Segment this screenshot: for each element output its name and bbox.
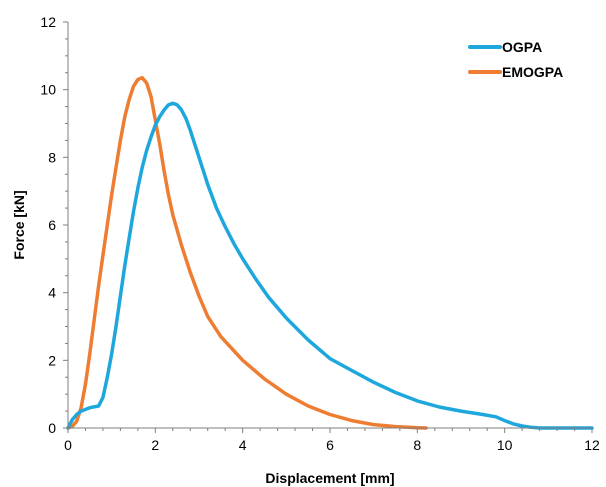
x-axis-title: Displacement [mm] [265, 470, 394, 486]
x-axis-ticks: 0 2 4 6 8 10 12 [64, 428, 600, 453]
x-tick-label: 10 [497, 437, 513, 453]
x-tick-label: 4 [239, 437, 247, 453]
y-tick-label: 2 [48, 352, 56, 368]
y-tick-label: 4 [48, 285, 56, 301]
y-axis-title: Force [kN] [11, 190, 27, 259]
y-tick-label: 10 [40, 82, 56, 98]
series-line-emogpa [66, 76, 428, 430]
legend-label-ogpa: OGPA [502, 39, 542, 55]
plot-area [66, 76, 594, 430]
y-tick-label: 8 [48, 149, 56, 165]
x-tick-label: 2 [151, 437, 159, 453]
x-tick-label: 6 [326, 437, 334, 453]
series-line-ogpa [66, 101, 594, 430]
x-tick-label: 0 [64, 437, 72, 453]
y-axis-ticks: 0 2 4 6 8 10 12 [40, 14, 68, 436]
x-tick-label: 12 [584, 437, 600, 453]
y-tick-label: 6 [48, 217, 56, 233]
legend-label-emogpa: EMOGPA [502, 64, 563, 80]
y-tick-label: 0 [48, 420, 56, 436]
legend: OGPA EMOGPA [468, 39, 563, 80]
x-tick-label: 8 [413, 437, 421, 453]
y-tick-label: 12 [40, 14, 56, 30]
